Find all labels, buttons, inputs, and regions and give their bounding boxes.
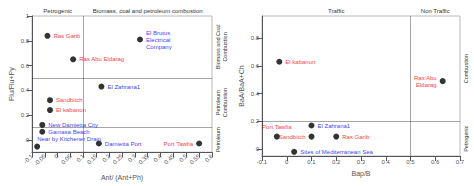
svg-text:Combustion: Combustion [463,54,469,83]
svg-text:0.2: 0.2 [101,153,112,164]
svg-text:Petrogenic: Petrogenic [43,8,72,14]
svg-text:Near by Kitchener Drain: Near by Kitchener Drain [37,136,101,142]
svg-text:0.3: 0.3 [357,159,366,165]
svg-text:0.55: 0.55 [189,153,202,166]
svg-text:Port Tawfia: Port Tawfia [262,124,292,130]
svg-text:0: 0 [285,159,289,165]
svg-text:0.2: 0.2 [21,112,30,118]
svg-text:El Zahrana1: El Zahrana1 [318,123,351,129]
svg-text:0.8: 0.8 [251,35,260,41]
svg-text:Petroleum: Petroleum [215,127,221,152]
svg-text:Eldarag: Eldarag [416,82,437,88]
svg-text:Combustion: Combustion [222,88,228,117]
svg-text:0: 0 [26,137,30,143]
svg-text:Flu/Flu+Py: Flu/Flu+Py [8,67,16,101]
svg-text:BaA/BaA+Ch: BaA/BaA+Ch [238,65,245,107]
svg-text:Port Tawfia: Port Tawfia [164,141,194,147]
svg-text:El kabanon: El kabanon [285,59,315,65]
svg-text:0.3: 0.3 [127,153,138,164]
svg-text:0.6: 0.6 [21,63,30,69]
svg-text:0.7: 0.7 [456,159,465,165]
svg-text:El Zahrana1: El Zahrana1 [107,84,140,90]
svg-text:0.6: 0.6 [204,153,215,164]
svg-text:Sandbitch: Sandbitch [279,134,306,140]
svg-text:0.15: 0.15 [86,153,99,166]
svg-text:Sandbitch: Sandbitch [56,97,83,103]
svg-text:0.2: 0.2 [332,159,341,165]
svg-text:Damietta Port: Damietta Port [105,141,142,147]
svg-text:0.4: 0.4 [382,159,391,165]
svg-text:Company: Company [146,44,172,50]
svg-text:0.05: 0.05 [60,153,73,166]
svg-text:-0.1: -0.1 [257,159,268,165]
svg-text:0.5: 0.5 [406,159,415,165]
svg-text:0.2: 0.2 [251,118,260,124]
svg-text:Ant/ (Ant+Ph): Ant/ (Ant+Ph) [101,174,143,182]
svg-text:0.45: 0.45 [163,153,176,166]
svg-text:0.4: 0.4 [153,153,164,164]
svg-text:0: 0 [256,146,260,152]
svg-text:Petroleum: Petroleum [215,90,221,115]
svg-text:El Brutus: El Brutus [146,30,170,36]
svg-text:0.4: 0.4 [251,91,260,97]
svg-text:-0.1: -0.1 [22,153,35,165]
svg-text:Petrogenic: Petrogenic [463,125,469,152]
svg-text:Sites of Mediterranean Sea: Sites of Mediterranean Sea [300,149,373,155]
svg-text:0.6: 0.6 [431,159,440,165]
svg-text:0.25: 0.25 [112,153,125,166]
svg-text:0.35: 0.35 [137,153,150,166]
svg-text:-0.05: -0.05 [33,153,47,167]
svg-text:0: 0 [53,153,60,160]
svg-text:Biomass and Coal: Biomass and Coal [215,25,221,70]
svg-text:Biomass, coal and petroleum co: Biomass, coal and petroleum combustion [93,8,203,14]
svg-text:Ras Garib: Ras Garib [53,33,81,39]
svg-text:Ras Abu: Ras Abu [414,75,437,81]
svg-text:Bap/B: Bap/B [351,170,370,178]
svg-text:El kabanon: El kabanon [56,107,86,113]
svg-text:Combustion: Combustion [222,32,228,61]
svg-text:Electrical: Electrical [146,37,170,43]
svg-text:0.5: 0.5 [178,153,189,164]
svg-text:Ras Garib: Ras Garib [342,134,370,140]
svg-text:0.6: 0.6 [251,63,260,69]
svg-text:1: 1 [26,13,30,19]
svg-text:New Damietta City: New Damietta City [48,121,98,128]
svg-text:0.8: 0.8 [21,38,30,44]
svg-text:0.4: 0.4 [21,87,30,93]
svg-text:Non Traffic: Non Traffic [421,8,450,14]
svg-text:0.1: 0.1 [307,159,316,165]
svg-text:Gamasa Beach: Gamasa Beach [48,128,90,135]
svg-text:Ras Abu Eldarag: Ras Abu Eldarag [79,56,124,62]
svg-text:Traffic: Traffic [328,8,344,14]
svg-text:0.1: 0.1 [75,153,86,164]
